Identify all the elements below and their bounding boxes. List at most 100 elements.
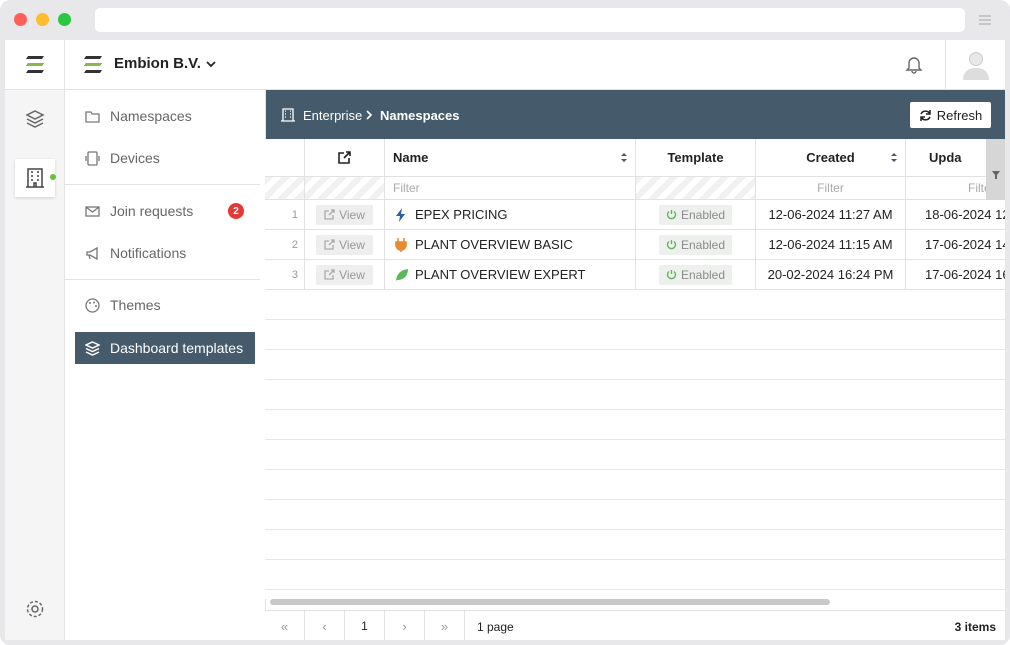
filter-input[interactable]: Filter — [385, 177, 636, 200]
browser-menu[interactable] — [978, 14, 992, 26]
empty-row-line — [265, 589, 1005, 590]
horizontal-scrollbar[interactable] — [270, 599, 830, 605]
column-header[interactable]: Upda — [906, 139, 1005, 177]
view-button[interactable]: View — [316, 264, 373, 285]
updated-cell: 17-06-2024 16:3 — [906, 260, 1005, 290]
power-icon — [666, 270, 677, 280]
power-icon — [666, 210, 677, 220]
sidebar-item[interactable]: Devices — [65, 142, 265, 174]
template-icon — [396, 268, 408, 281]
first-page[interactable]: « — [265, 611, 305, 641]
sidebar-label[interactable]: Devices — [110, 150, 160, 166]
row-index: 3 — [265, 260, 305, 290]
view-label[interactable]: View — [339, 207, 365, 222]
avatar[interactable] — [961, 48, 991, 80]
header-cell — [305, 139, 385, 177]
building-icon — [26, 168, 44, 188]
close-dot[interactable] — [14, 13, 27, 26]
sidebar-item[interactable]: Dashboard templates — [75, 332, 255, 364]
badge: 2 — [228, 203, 244, 219]
enterprise-tab[interactable] — [15, 159, 55, 197]
status-pill: Enabled — [658, 234, 733, 255]
prev-page[interactable]: ‹ — [305, 611, 345, 641]
sidebar-item[interactable]: Themes — [65, 289, 265, 321]
refresh-button[interactable]: Refresh — [910, 102, 991, 128]
status-pill: Enabled — [658, 264, 733, 285]
sort-icon[interactable] — [890, 152, 898, 163]
status-label: Enabled — [680, 207, 726, 222]
item-icon — [85, 297, 100, 313]
breadcrumb-current: Namespaces — [380, 108, 460, 123]
view-button[interactable]: View — [316, 204, 373, 225]
items-label: 3 items — [954, 620, 996, 634]
action-cell: View — [305, 200, 385, 230]
minimize-dot[interactable] — [36, 13, 49, 26]
column-header[interactable]: Name — [385, 139, 636, 177]
status-dot — [50, 174, 56, 180]
column-header[interactable]: Template — [636, 139, 756, 177]
last-page[interactable]: » — [425, 611, 465, 641]
zoom-dot[interactable] — [58, 13, 71, 26]
page-input[interactable]: 1 — [345, 611, 385, 641]
empty-row-line — [265, 349, 1005, 350]
logo-cell — [5, 40, 65, 90]
name-cell: PLANT OVERVIEW EXPERT — [385, 260, 636, 290]
main-header: Enterprise Namespaces Refresh — [266, 90, 1005, 139]
layers-icon[interactable] — [24, 108, 46, 130]
empty-row-line — [265, 409, 1005, 410]
sidebar-item[interactable]: Namespaces — [65, 100, 265, 132]
top-bar — [5, 40, 1005, 90]
sidebar-label[interactable]: Join requests — [110, 203, 194, 219]
power-icon — [666, 240, 677, 250]
template-name: PLANT OVERVIEW EXPERT — [415, 267, 586, 282]
refresh-label[interactable]: Refresh — [936, 107, 983, 123]
sidebar-item[interactable]: Join requests 2 — [65, 195, 265, 227]
created-cell: 12-06-2024 11:27 AM — [756, 200, 906, 230]
item-icon — [85, 205, 100, 217]
next-page[interactable]: › — [385, 611, 425, 641]
item-icon — [85, 150, 100, 166]
divider — [65, 279, 260, 280]
column-header[interactable]: Created — [756, 139, 906, 177]
empty-row-line — [265, 559, 1005, 560]
created-cell: 12-06-2024 11:15 AM — [756, 230, 906, 260]
sidebar-label[interactable]: Themes — [110, 297, 161, 313]
address-bar[interactable] — [95, 8, 965, 32]
template-name: EPEX PRICING — [415, 207, 508, 222]
action-cell: View — [305, 260, 385, 290]
icon-rail — [5, 40, 65, 640]
empty-row-line — [265, 379, 1005, 380]
sort-icon[interactable] — [620, 152, 628, 163]
template-cell: Enabled — [636, 200, 756, 230]
vertical-scrollbar[interactable] — [986, 139, 1005, 200]
org-logo — [84, 56, 102, 73]
logo — [26, 56, 44, 73]
template-icon — [396, 207, 405, 222]
updated-cell: 18-06-2024 12:0 — [906, 200, 1005, 230]
view-label[interactable]: View — [339, 237, 365, 252]
breadcrumb-link[interactable]: Enterprise — [303, 108, 363, 123]
chevron — [206, 60, 216, 67]
empty-row-line — [265, 319, 1005, 320]
view-label[interactable]: View — [339, 267, 365, 282]
open-icon — [324, 269, 335, 280]
row-index: 1 — [265, 200, 305, 230]
sidebar-item[interactable]: Notifications — [65, 237, 265, 269]
filter-icon — [992, 171, 1000, 179]
building-icon — [281, 108, 295, 122]
sidebar-label[interactable]: Notifications — [110, 245, 187, 261]
settings-icon[interactable] — [24, 598, 46, 620]
sidebar-label[interactable]: Namespaces — [110, 108, 192, 124]
updated-cell: 17-06-2024 14:0 — [906, 230, 1005, 260]
org-name[interactable]: Embion B.V. — [114, 55, 201, 72]
notifications-bell[interactable] — [904, 54, 924, 74]
template-name: PLANT OVERVIEW BASIC — [415, 237, 573, 252]
open-icon — [338, 151, 351, 164]
open-icon — [324, 239, 335, 250]
filter-input[interactable]: Filter — [756, 177, 906, 200]
created-cell: 20-02-2024 16:24 PM — [756, 260, 906, 290]
org-switcher[interactable]: Embion B.V. — [114, 55, 216, 72]
sidebar-label[interactable]: Dashboard templates — [110, 340, 244, 356]
view-button[interactable]: View — [316, 234, 373, 255]
